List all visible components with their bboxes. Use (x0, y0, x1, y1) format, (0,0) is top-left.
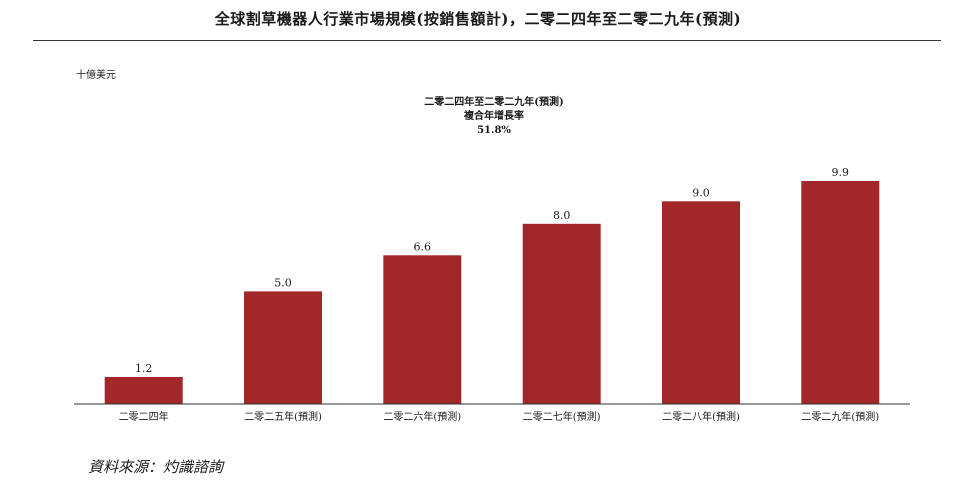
cagr-label: 複合年增長率 (464, 111, 524, 122)
data-label: 9.9 (832, 166, 850, 179)
bar (104, 377, 183, 404)
title-divider (33, 40, 941, 41)
source-note: 資料來源：灼識諮詢 (88, 458, 224, 476)
bar (244, 291, 322, 404)
cagr-period: 二零二四年至二零二九年(預測) (424, 97, 564, 108)
x-tick-label: 二零二四年 (119, 410, 169, 423)
x-tick-label: 二零二五年(預測) (244, 410, 322, 423)
x-tick-label: 二零二八年(預測) (662, 410, 740, 423)
x-tick-label: 二零二六年(預測) (383, 410, 461, 423)
bar (662, 201, 740, 404)
bar (801, 181, 880, 404)
data-label: 9.0 (692, 186, 710, 199)
bar (383, 255, 462, 404)
x-tick-label: 二零二七年(預測) (523, 410, 601, 423)
chart-title: 全球割草機器人行業市場規模(按銷售額計)，二零二四年至二零二九年(預測) (214, 10, 742, 28)
data-label: 5.0 (274, 276, 292, 289)
unit-label: 十億美元 (76, 70, 116, 81)
data-label: 6.6 (414, 240, 432, 253)
data-label: 8.0 (553, 209, 571, 222)
cagr-annotation: 二零二四年至二零二九年(預測) 複合年增長率 51.8% (344, 96, 644, 138)
data-label: 1.2 (135, 362, 153, 375)
x-tick-label: 二零二九年(預測) (801, 410, 879, 423)
bar (522, 223, 601, 404)
cagr-value: 51.8% (477, 125, 511, 136)
